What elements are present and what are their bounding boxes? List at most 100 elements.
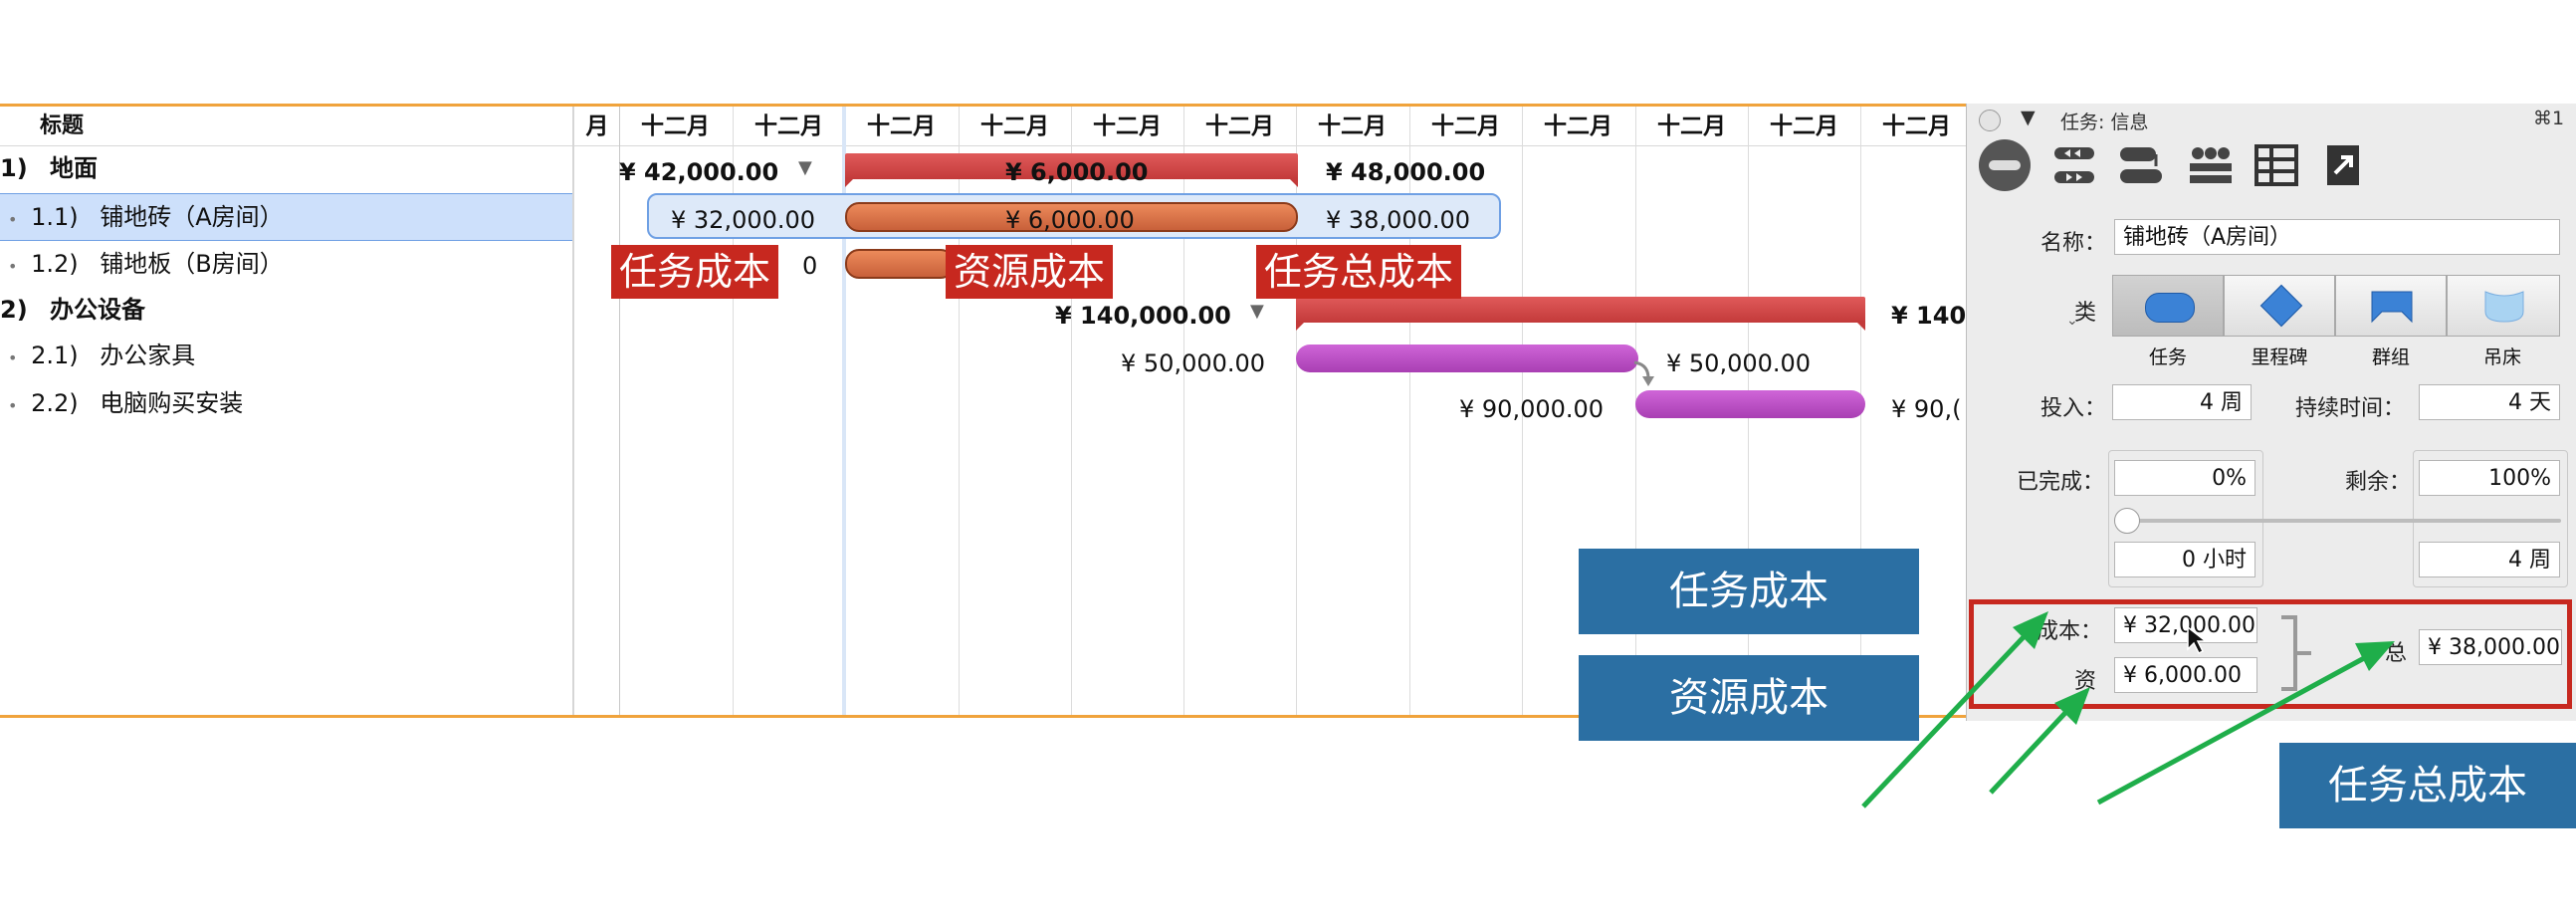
task-cost-value: ¥ 90,000.00 <box>1459 395 1605 423</box>
arrow-to-cost-icon <box>1861 611 2048 808</box>
task-total-cost: ¥ 48,000.00 <box>1326 158 1486 186</box>
type-hammock-button[interactable] <box>2447 275 2560 337</box>
type-hammock-label: 吊床 <box>2482 346 2521 368</box>
task-total-cost-caption: 任务总成本 <box>2279 743 2576 828</box>
task-icon[interactable] <box>1979 139 2031 191</box>
arrow-to-resource-icon <box>1989 687 2090 795</box>
gantt-gridline <box>1522 107 1523 715</box>
task-cost-value: 0 <box>802 252 818 280</box>
outline-row-1[interactable]: 1) 地面 <box>0 145 572 191</box>
collapse-triangle-icon[interactable]: ▼ <box>2021 107 2036 128</box>
type-task-label: 任务 <box>2148 346 2187 368</box>
bar-resource-cost: ¥ 6,000.00 <box>1005 206 1135 234</box>
row-title: 办公设备 <box>50 296 146 324</box>
resource-cost-caption: 资源成本 <box>1579 655 1919 741</box>
duration-input[interactable]: 4 天 <box>2419 384 2560 420</box>
outline-row-1-2[interactable]: • 1.2) 铺地板（B房间） <box>0 241 572 287</box>
month-header: 十二月 <box>1544 114 1612 139</box>
effort-input[interactable]: 4 周 <box>2112 384 2252 420</box>
remaining-input[interactable]: 100% <box>2419 460 2560 496</box>
cost-label: 成本： <box>2037 619 2103 644</box>
gantt-gridline <box>1409 107 1410 715</box>
resource-cost-callout: 资源成本 <box>946 245 1114 299</box>
type-task-button[interactable] <box>2112 275 2224 337</box>
task-total-cost: ¥ 38,000.00 <box>1326 206 1471 234</box>
outline-row-1-1[interactable]: • 1.1) 铺地砖（A房间） <box>0 193 572 241</box>
bullet-icon: • <box>8 210 18 229</box>
duration-label: 持续时间： <box>2295 396 2406 421</box>
type-group-label: 群组 <box>2371 346 2410 368</box>
type-dropdown-chevron[interactable]: ⌄ <box>2066 313 2078 329</box>
group-bar-cap <box>1296 321 1306 331</box>
month-header: 十二月 <box>754 114 823 139</box>
cost-input[interactable]: ¥ 32,000.00 <box>2114 607 2257 643</box>
progress-slider-knob[interactable] <box>2114 508 2140 534</box>
month-header: 月 <box>585 114 609 139</box>
month-header: 十二月 <box>1318 114 1387 139</box>
gantt-gridline <box>733 107 734 715</box>
task-cost-callout: 任务成本 <box>611 245 779 299</box>
bullet-icon: • <box>8 257 18 276</box>
task-total-cost-callout: 任务总成本 <box>1256 245 1462 299</box>
inspector-shortcut: ⌘1 <box>2533 108 2565 129</box>
task-bar-tiles[interactable] <box>845 202 1298 232</box>
group-cost-value: ¥ 140,000.00 <box>1055 302 1231 330</box>
gantt-gridline <box>959 107 960 715</box>
group-total-cost: ¥ 140 <box>1891 302 1967 330</box>
dependencies-icon[interactable] <box>2050 141 2100 189</box>
outline-row-2-2[interactable]: • 2.2) 电脑购买安装 <box>0 380 572 426</box>
resource-cost-label: 资 <box>2074 669 2097 694</box>
outline-gantt-divider[interactable] <box>572 107 574 715</box>
title-column-header[interactable]: 标题 <box>40 114 85 138</box>
today-marker <box>842 107 846 715</box>
outline-row-2-1[interactable]: • 2.1) 办公家具 <box>0 333 572 378</box>
name-label: 名称： <box>2040 231 2107 256</box>
gantt-gridline <box>1071 107 1072 715</box>
weeks-input[interactable]: 4 周 <box>2419 542 2560 577</box>
month-header: 十二月 <box>1657 114 1726 139</box>
completed-label: 已完成： <box>2017 470 2105 495</box>
month-header: 十二月 <box>1882 114 1951 139</box>
header-divider <box>0 145 1966 146</box>
outline-row-2[interactable]: 2) 办公设备 <box>0 287 572 333</box>
row-number: 1) <box>0 154 28 182</box>
month-header: 十二月 <box>1431 114 1500 139</box>
month-header: 十二月 <box>1093 114 1162 139</box>
inspector-title: 任务: 信息 <box>2060 112 2149 133</box>
task-name-input[interactable]: 铺地砖（A房间） <box>2114 219 2560 255</box>
remaining-label: 剩余： <box>2345 470 2412 495</box>
disclosure-triangle-icon[interactable]: ▼ <box>1250 301 1264 322</box>
table-bottom-border <box>0 715 1966 718</box>
task-total-cost: ¥ 90,( <box>1891 395 1962 423</box>
gantt-gridline <box>1183 107 1184 715</box>
type-group-button[interactable] <box>2335 275 2447 337</box>
progress-slider[interactable] <box>2118 519 2561 523</box>
type-milestone-button[interactable] <box>2224 275 2335 337</box>
table-top-border <box>0 104 1966 107</box>
row-title: 电脑购买安装 <box>100 389 244 417</box>
task-bar-furniture[interactable] <box>1296 345 1638 372</box>
disclosure-triangle-icon[interactable]: ▼ <box>798 157 812 178</box>
group-bar-floor[interactable] <box>845 153 1298 179</box>
group-bar-office[interactable] <box>1296 297 1865 323</box>
assignment-icon[interactable] <box>2116 141 2166 189</box>
type-milestone-label: 里程碑 <box>2251 346 2308 368</box>
row-title: 地面 <box>50 154 99 182</box>
row-number: 2) <box>0 296 28 324</box>
task-bar-computers[interactable] <box>1635 390 1865 418</box>
task-cost-value: ¥ 32,000.00 <box>671 206 816 234</box>
mouse-cursor-icon <box>2187 625 2208 655</box>
hours-input[interactable]: 0 小时 <box>2114 542 2255 577</box>
close-circle-icon[interactable] <box>1979 110 2001 131</box>
total-cost-input: ¥ 38,000.00 <box>2419 629 2562 665</box>
completed-input[interactable]: 0% <box>2114 460 2255 496</box>
type-label: 类 <box>2074 301 2097 326</box>
table-icon[interactable] <box>2254 143 2299 187</box>
task-bar-wood[interactable] <box>845 249 955 279</box>
export-icon[interactable] <box>2323 141 2363 189</box>
month-header: 十二月 <box>867 114 936 139</box>
resources-icon[interactable] <box>2186 141 2236 189</box>
arrow-to-total-icon <box>2096 641 2395 805</box>
task-total-cost: ¥ 50,000.00 <box>1666 349 1812 377</box>
total-cost-label: 总 <box>2385 641 2408 666</box>
